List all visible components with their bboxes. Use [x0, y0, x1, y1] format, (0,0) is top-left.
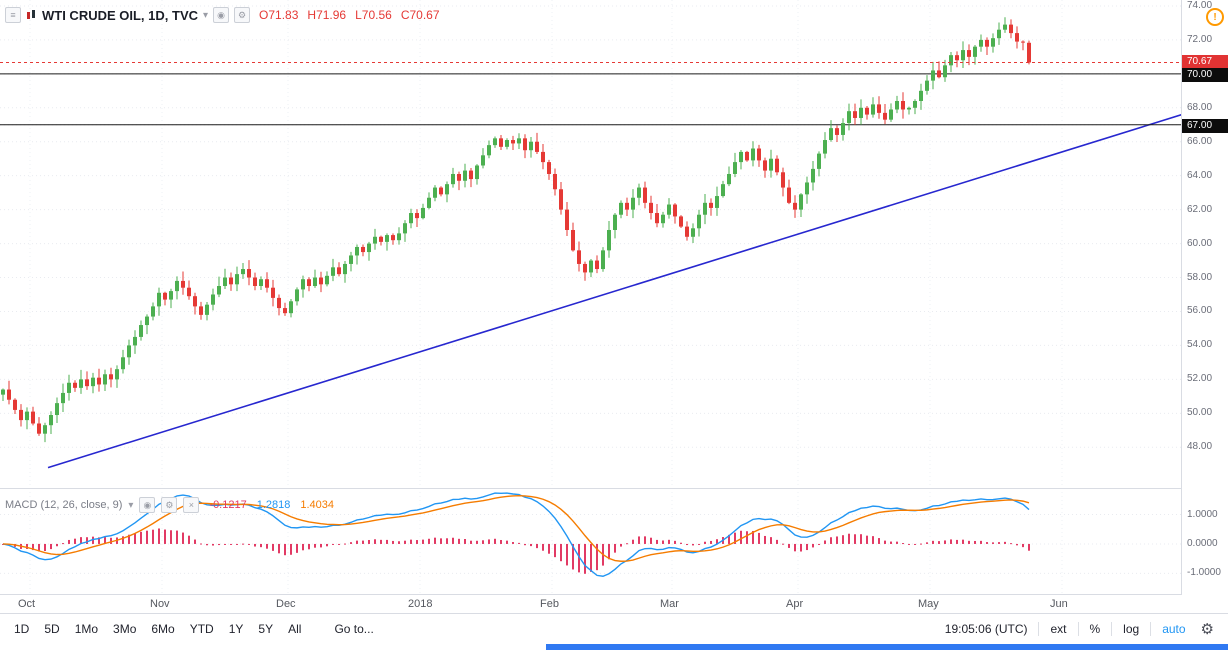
axis-label: 52.00	[1187, 373, 1213, 385]
macd-title[interactable]: MACD (12, 26, close, 9)	[5, 499, 123, 511]
time-axis-label: Feb	[540, 598, 559, 610]
macd-histogram-value: -0.1217	[209, 499, 247, 511]
axis-label: 54.00	[1187, 339, 1213, 351]
axis-label: 56.00	[1187, 305, 1213, 317]
divider	[1038, 621, 1040, 636]
axis-label: 1.0000	[1187, 508, 1218, 520]
time-axis-label: Mar	[660, 598, 679, 610]
open-value: O71.83	[259, 8, 299, 22]
range-1d[interactable]: 1D	[14, 621, 30, 636]
range-ytd[interactable]: YTD	[189, 621, 214, 636]
scrollbar-thumb[interactable]	[546, 644, 1228, 650]
time-axis[interactable]: Oct Nov Dec 2018 Feb Mar Apr May Jun	[0, 594, 1182, 614]
alert-icon[interactable]: !	[1206, 8, 1224, 26]
time-axis-label: 2018	[408, 598, 433, 610]
level-badge-67: 67.00	[1182, 118, 1228, 133]
eye-icon[interactable]: ◉	[213, 7, 230, 23]
level-badge-70: 70.00	[1182, 67, 1228, 82]
mode-ext[interactable]: ext	[1050, 621, 1067, 636]
price-axis[interactable]: 70.67 70.00 67.00 ! 74.00 72.00 68.00 66.00…	[1181, 0, 1228, 594]
chart-style-icon[interactable]	[26, 9, 37, 21]
macd-line-value: 1.2818	[256, 499, 291, 511]
axis-label: 64.00	[1187, 169, 1213, 181]
candles-layer	[1, 17, 1031, 443]
axis-label: 62.00	[1187, 203, 1213, 215]
time-axis-label: Oct	[18, 598, 36, 610]
axis-label: 66.00	[1187, 135, 1213, 147]
mode-log[interactable]: log	[1123, 621, 1140, 636]
toolbar-right: 19:05:06 (UTC) ext % log auto ⚙	[945, 620, 1214, 638]
axis-label: 72.00	[1187, 33, 1213, 45]
range-all[interactable]: All	[288, 621, 302, 636]
divider	[1150, 621, 1152, 636]
ohlc-values: O71.83 H71.96 L70.56 C70.67	[259, 8, 440, 22]
time-axis-label: Apr	[786, 598, 804, 610]
range-3mo[interactable]: 3Mo	[113, 621, 137, 636]
close-icon[interactable]: ×	[183, 497, 200, 513]
divider	[1111, 621, 1113, 636]
time-axis-label: Dec	[276, 598, 296, 610]
time-axis-label: Jun	[1050, 598, 1068, 610]
low-value: L70.56	[355, 8, 392, 22]
chevron-down-icon[interactable]: ▾	[203, 9, 209, 21]
mode-auto[interactable]: auto	[1162, 621, 1186, 636]
clock[interactable]: 19:05:06 (UTC)	[944, 621, 1028, 636]
time-axis-label: Nov	[150, 598, 170, 610]
axis-label: 74.00	[1187, 0, 1213, 11]
mode-percent[interactable]: %	[1089, 621, 1101, 636]
gear-icon[interactable]: ⚙	[1200, 620, 1214, 638]
menu-icon[interactable]: ≡	[5, 7, 21, 23]
symbol-legend: ≡ WTI CRUDE OIL, 1D, TVC ▾ ◉ ⚙ O71.83 H7…	[5, 7, 440, 23]
chevron-down-icon[interactable]: ▾	[128, 499, 134, 511]
settings-icon[interactable]: ⚙	[234, 7, 251, 23]
macd-legend: MACD (12, 26, close, 9) ▾ ◉ ⚙ × -0.1217 …	[5, 497, 334, 513]
grid-layer	[0, 0, 1182, 594]
symbol-title[interactable]: WTI CRUDE OIL, 1D, TVC	[42, 7, 198, 23]
axis-label: 58.00	[1187, 271, 1213, 283]
axis-label: -1.0000	[1187, 567, 1221, 579]
macd-signal-value: 1.4034	[300, 499, 335, 511]
level-lines[interactable]	[0, 73, 1182, 126]
range-5d[interactable]: 5D	[44, 621, 60, 636]
divider	[1077, 621, 1079, 636]
close-value: C70.67	[400, 8, 440, 22]
bottom-toolbar: 1D 5D 1Mo 3Mo 6Mo YTD 1Y 5Y All Go to...…	[0, 613, 1228, 643]
range-1mo[interactable]: 1Mo	[74, 621, 99, 636]
axis-label: 48.00	[1187, 441, 1213, 453]
range-6mo[interactable]: 6Mo	[151, 621, 175, 636]
chart-area[interactable]: ≡ WTI CRUDE OIL, 1D, TVC ▾ ◉ ⚙ O71.83 H7…	[0, 0, 1228, 614]
time-axis-label: May	[918, 598, 939, 610]
settings-icon[interactable]: ⚙	[161, 497, 178, 513]
axis-label: 60.00	[1187, 237, 1213, 249]
axis-label: 68.00	[1187, 101, 1213, 113]
current-price-badge: 70.67	[1182, 55, 1228, 70]
candlestick-chart[interactable]	[0, 0, 1182, 594]
range-1y[interactable]: 1Y	[228, 621, 244, 636]
trend-line[interactable]	[47, 113, 1182, 469]
axis-label: 50.00	[1187, 407, 1213, 419]
goto-button[interactable]: Go to...	[334, 621, 374, 636]
range-5y[interactable]: 5Y	[258, 621, 274, 636]
bottom-scrollbar[interactable]	[0, 643, 1228, 650]
axis-label: 0.0000	[1187, 537, 1218, 549]
eye-icon[interactable]: ◉	[139, 497, 156, 513]
macd-histogram	[2, 528, 1030, 574]
high-value: H71.96	[307, 8, 347, 22]
